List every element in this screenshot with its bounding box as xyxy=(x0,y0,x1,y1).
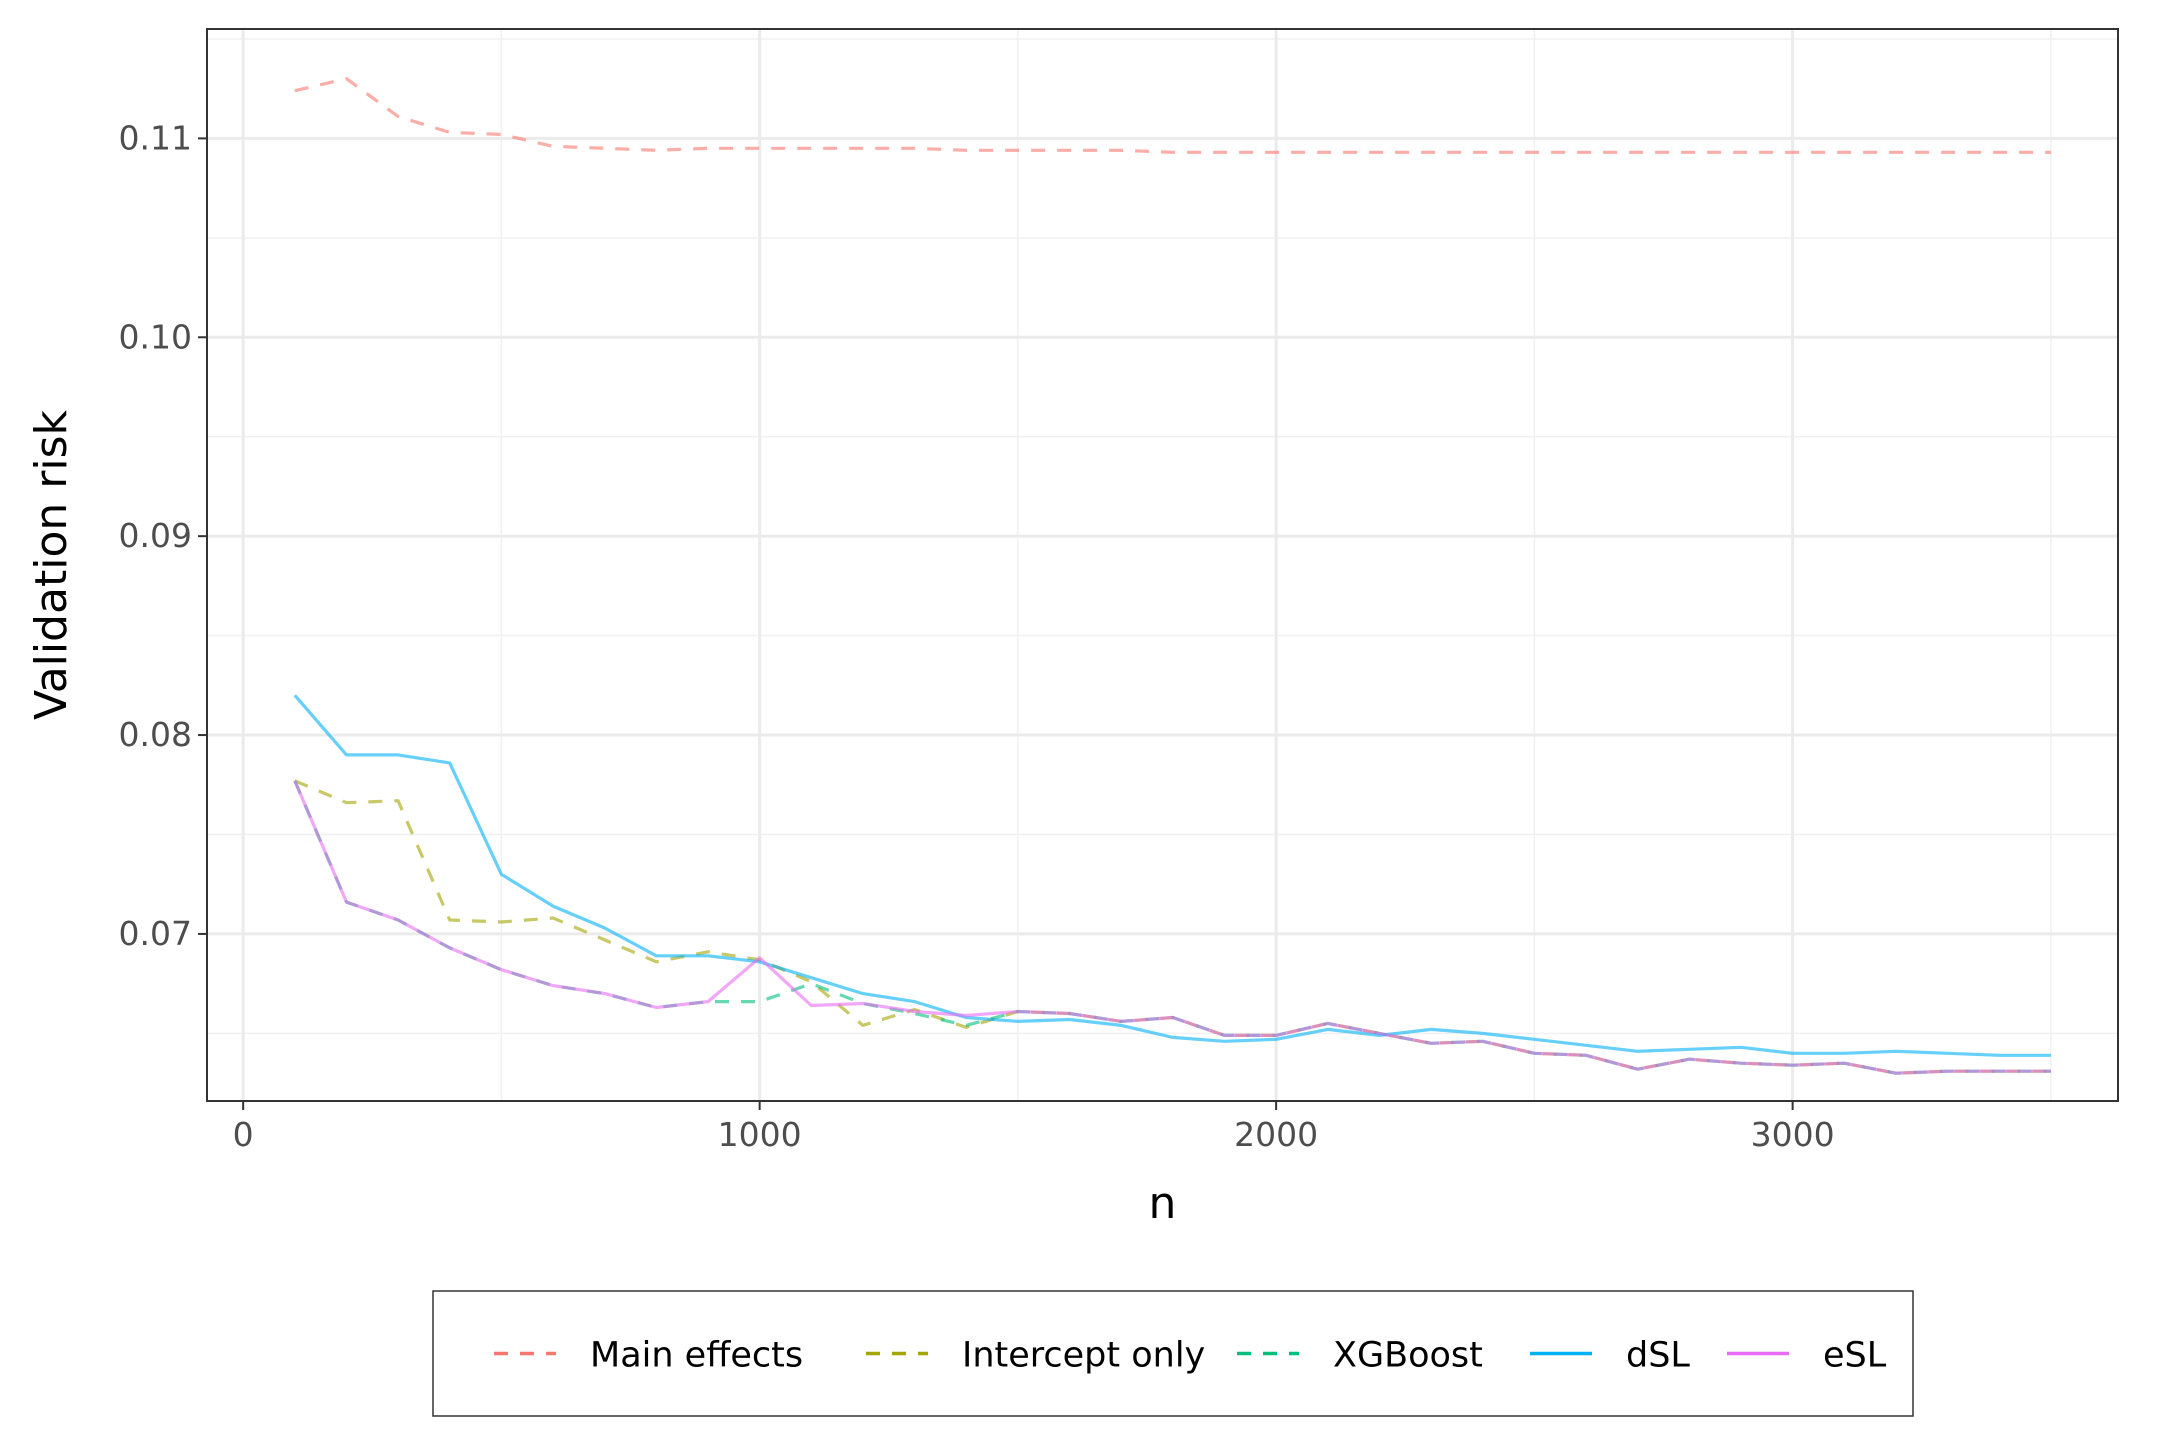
y-tick-label: 0.07 xyxy=(119,914,192,953)
x-tick-label: 2000 xyxy=(1234,1115,1318,1154)
y-tick-label: 0.08 xyxy=(119,715,192,754)
y-tick-label: 0.11 xyxy=(119,118,192,157)
x-axis-title: n xyxy=(1149,1178,1177,1229)
legend-label: eSL xyxy=(1823,1336,1887,1376)
y-tick-label: 0.09 xyxy=(119,516,192,555)
legend-label: Intercept only xyxy=(962,1336,1205,1376)
major-gridlines xyxy=(207,29,2118,1101)
series-line-xgboost xyxy=(293,780,2051,1075)
legend-label: dSL xyxy=(1626,1336,1690,1376)
x-tick-label: 0 xyxy=(233,1115,254,1154)
y-axis-ticks: 0.07 0.08 0.09 0.10 0.11 xyxy=(119,118,207,953)
plot-panel-border xyxy=(206,28,2119,1102)
legend-label: Main effects xyxy=(590,1336,803,1376)
legend: Main effects Intercept only XGBoost dSL eSL xyxy=(432,1290,1914,1417)
series-line-intercept-only xyxy=(294,779,2051,1075)
legend-label: XGBoost xyxy=(1333,1336,1483,1376)
series-line-dsl xyxy=(293,694,2051,1057)
x-axis-ticks: 0 1000 2000 3000 xyxy=(233,1101,1835,1154)
x-tick-label: 1000 xyxy=(718,1115,802,1154)
series-line-main-effects xyxy=(294,77,2051,154)
y-axis-title: Validation risk xyxy=(26,409,77,719)
series-line-esl xyxy=(293,780,2051,1075)
x-tick-label: 3000 xyxy=(1751,1115,1835,1154)
legend-box xyxy=(432,1290,1914,1417)
minor-gridlines xyxy=(207,29,2118,1101)
series-lines xyxy=(293,77,2051,1075)
y-tick-label: 0.10 xyxy=(119,317,192,356)
